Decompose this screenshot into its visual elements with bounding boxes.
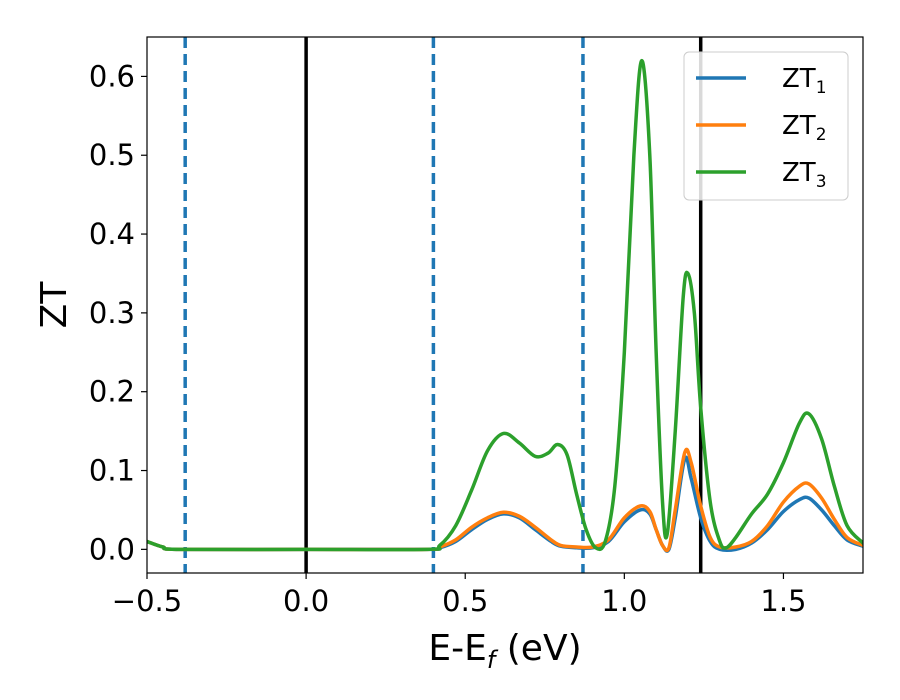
- y-tick-label: 0.6: [89, 59, 135, 93]
- y-tick-label: 0.5: [89, 138, 135, 172]
- y-tick-label: 0.2: [89, 375, 135, 409]
- x-tick-label: 0.5: [442, 584, 488, 618]
- series-line-2: [147, 447, 863, 553]
- x-tick-label: −0.5: [112, 584, 182, 618]
- legend: ZT1 ZT2 ZT3: [683, 51, 849, 201]
- legend-label-1: ZT1: [782, 64, 827, 98]
- y-tick-label: 0.1: [89, 454, 135, 488]
- y-axis-label: ZT: [34, 281, 75, 329]
- legend-label-3: ZT3: [782, 158, 827, 192]
- x-tick-label: 1.0: [601, 584, 647, 618]
- x-axis-label-unit: (eV): [495, 628, 581, 669]
- series-line-3: [147, 58, 863, 552]
- series-lines: [147, 58, 863, 553]
- x-tick-label: 0.0: [283, 584, 329, 618]
- y-axis-ticks: 0.0 0.1 0.2 0.3 0.4 0.5 0.6: [89, 59, 147, 566]
- legend-label-2: ZT2: [782, 111, 827, 145]
- x-tick-label: 1.5: [760, 584, 806, 618]
- plot-frame: [146, 36, 864, 574]
- y-tick-label: 0.4: [89, 217, 135, 251]
- legend-box: [683, 51, 849, 201]
- x-axis-label-main: E-E: [428, 628, 486, 669]
- vertical-markers: [183, 37, 703, 573]
- y-tick-label: 0.3: [89, 296, 135, 330]
- y-tick-label: 0.0: [89, 532, 135, 566]
- x-axis-label: E-Ef (eV): [428, 628, 581, 674]
- x-axis-ticks: −0.5 0.0 0.5 1.0 1.5: [112, 573, 807, 618]
